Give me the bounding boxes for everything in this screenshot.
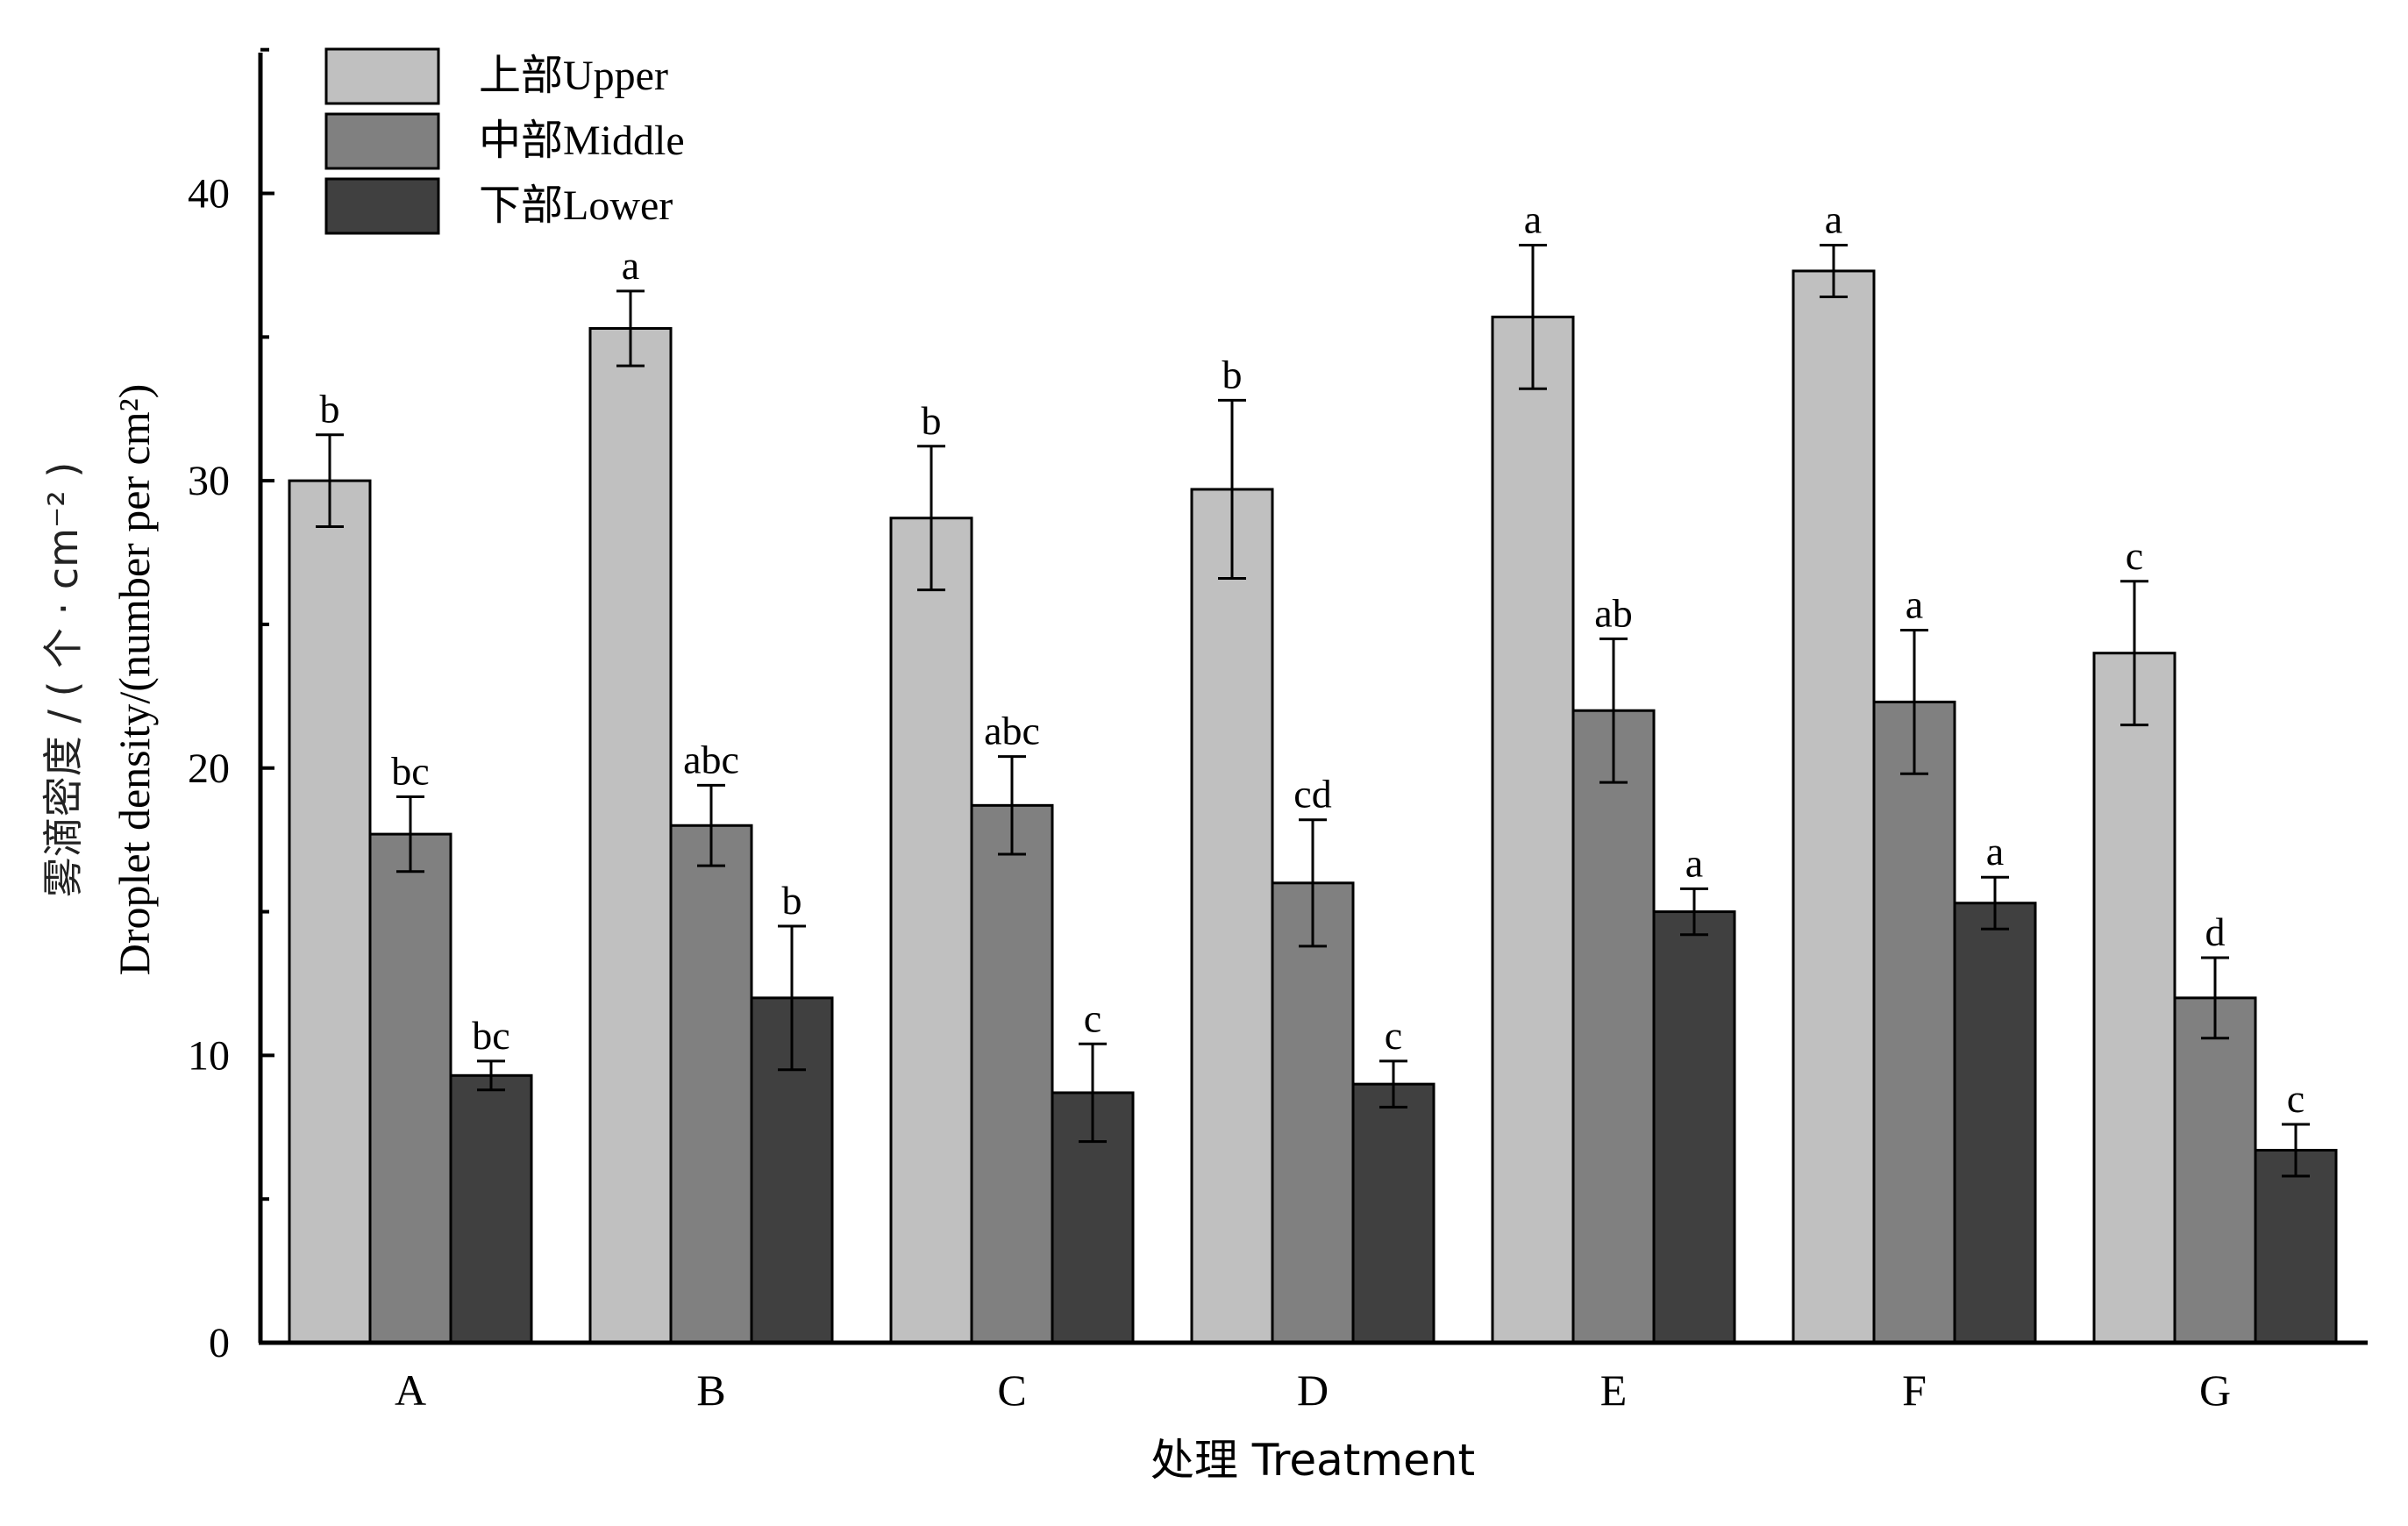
y-axis-title-en: Droplet density/(number per cm²) [110, 384, 159, 976]
bar-G-series-1 [2173, 996, 2257, 1344]
legend-swatch-1 [324, 112, 440, 170]
legend: 上部Upper 中部Middle 下部Lower [324, 47, 685, 235]
y-tick-label: 10 [188, 1032, 230, 1079]
significance-letter: b [320, 387, 340, 431]
x-tick-label-E: E [1600, 1366, 1628, 1415]
bar-B-series-1 [669, 824, 753, 1344]
significance-letter: a [1685, 840, 1703, 885]
bar-C-series-0 [889, 517, 973, 1344]
bar-F-series-1 [1872, 700, 1956, 1344]
x-tick-label-G: G [2199, 1366, 2231, 1415]
bar-C-series-1 [970, 803, 1054, 1344]
legend-swatch-0 [324, 47, 440, 105]
significance-letter: bc [391, 749, 429, 794]
x-tick-labels-layer: A B C D E F G [395, 1366, 2231, 1415]
x-tick-label-C: C [997, 1366, 1026, 1415]
bar-F-series-0 [1792, 269, 1876, 1344]
significance-letter: a [1524, 196, 1542, 241]
x-tick-label-D: D [1297, 1366, 1329, 1415]
bar-C-series-2 [1051, 1091, 1135, 1344]
bar-B-series-0 [588, 326, 673, 1344]
x-tick-label-B: B [696, 1366, 725, 1415]
significance-letter: d [2205, 909, 2226, 954]
bar-E-series-2 [1652, 910, 1736, 1344]
legend-label-1: 中部Middle [479, 118, 685, 164]
x-tick-label-F: F [1902, 1366, 1927, 1415]
significance-letter: c [2287, 1076, 2305, 1121]
legend-label-0: 上部Upper [479, 53, 668, 99]
y-tick-label: 40 [188, 171, 230, 217]
significance-letter: abc [984, 709, 1040, 753]
bar-G-series-2 [2254, 1148, 2338, 1344]
error-bars-layer [316, 243, 2310, 1178]
y-axis-title-group: 雾滴密度 / ( 个 · cm⁻² ) Droplet density/(num… [39, 384, 159, 976]
bar-E-series-1 [1571, 709, 1656, 1344]
significance-letter: a [1906, 581, 1923, 626]
significance-letter: abc [683, 737, 739, 781]
bar-A-series-2 [449, 1073, 533, 1344]
x-axis-title: 处理 Treatment [1151, 1435, 1475, 1486]
significance-letter: bc [472, 1013, 509, 1058]
significance-letter: c [1084, 995, 1101, 1040]
y-axis-title-cn: 雾滴密度 / ( 个 · cm⁻² ) [39, 462, 87, 898]
y-tick-label: 0 [209, 1320, 230, 1366]
y-tick-label: 30 [188, 458, 230, 504]
bar-G-series-0 [2092, 652, 2176, 1344]
y-ticks-layer: 0 10 20 30 40 [188, 47, 274, 1366]
significance-letter: ab [1594, 590, 1632, 635]
bars-layer [288, 269, 2338, 1344]
y-tick-label: 20 [188, 745, 230, 792]
significance-letter: a [622, 243, 639, 288]
significance-letter: a [1825, 196, 1842, 241]
bar-F-series-2 [1953, 902, 2037, 1344]
significance-letter: b [782, 878, 802, 923]
significance-letter: b [922, 398, 942, 443]
bar-E-series-0 [1491, 315, 1575, 1344]
axes-layer [258, 53, 2368, 1345]
significance-letter: c [2126, 533, 2143, 578]
bar-D-series-0 [1190, 488, 1274, 1344]
bar-A-series-0 [288, 479, 372, 1344]
x-tick-label-A: A [395, 1366, 426, 1415]
legend-label-2: 下部Lower [479, 182, 673, 229]
significance-letter: a [1986, 829, 2004, 874]
significance-letter: b [1222, 352, 1243, 396]
significance-letter: cd [1293, 772, 1331, 816]
bar-D-series-2 [1351, 1082, 1436, 1344]
bar-A-series-1 [368, 832, 452, 1344]
bar-D-series-1 [1271, 881, 1355, 1344]
legend-swatch-2 [324, 177, 440, 235]
significance-letter: c [1385, 1013, 1402, 1058]
